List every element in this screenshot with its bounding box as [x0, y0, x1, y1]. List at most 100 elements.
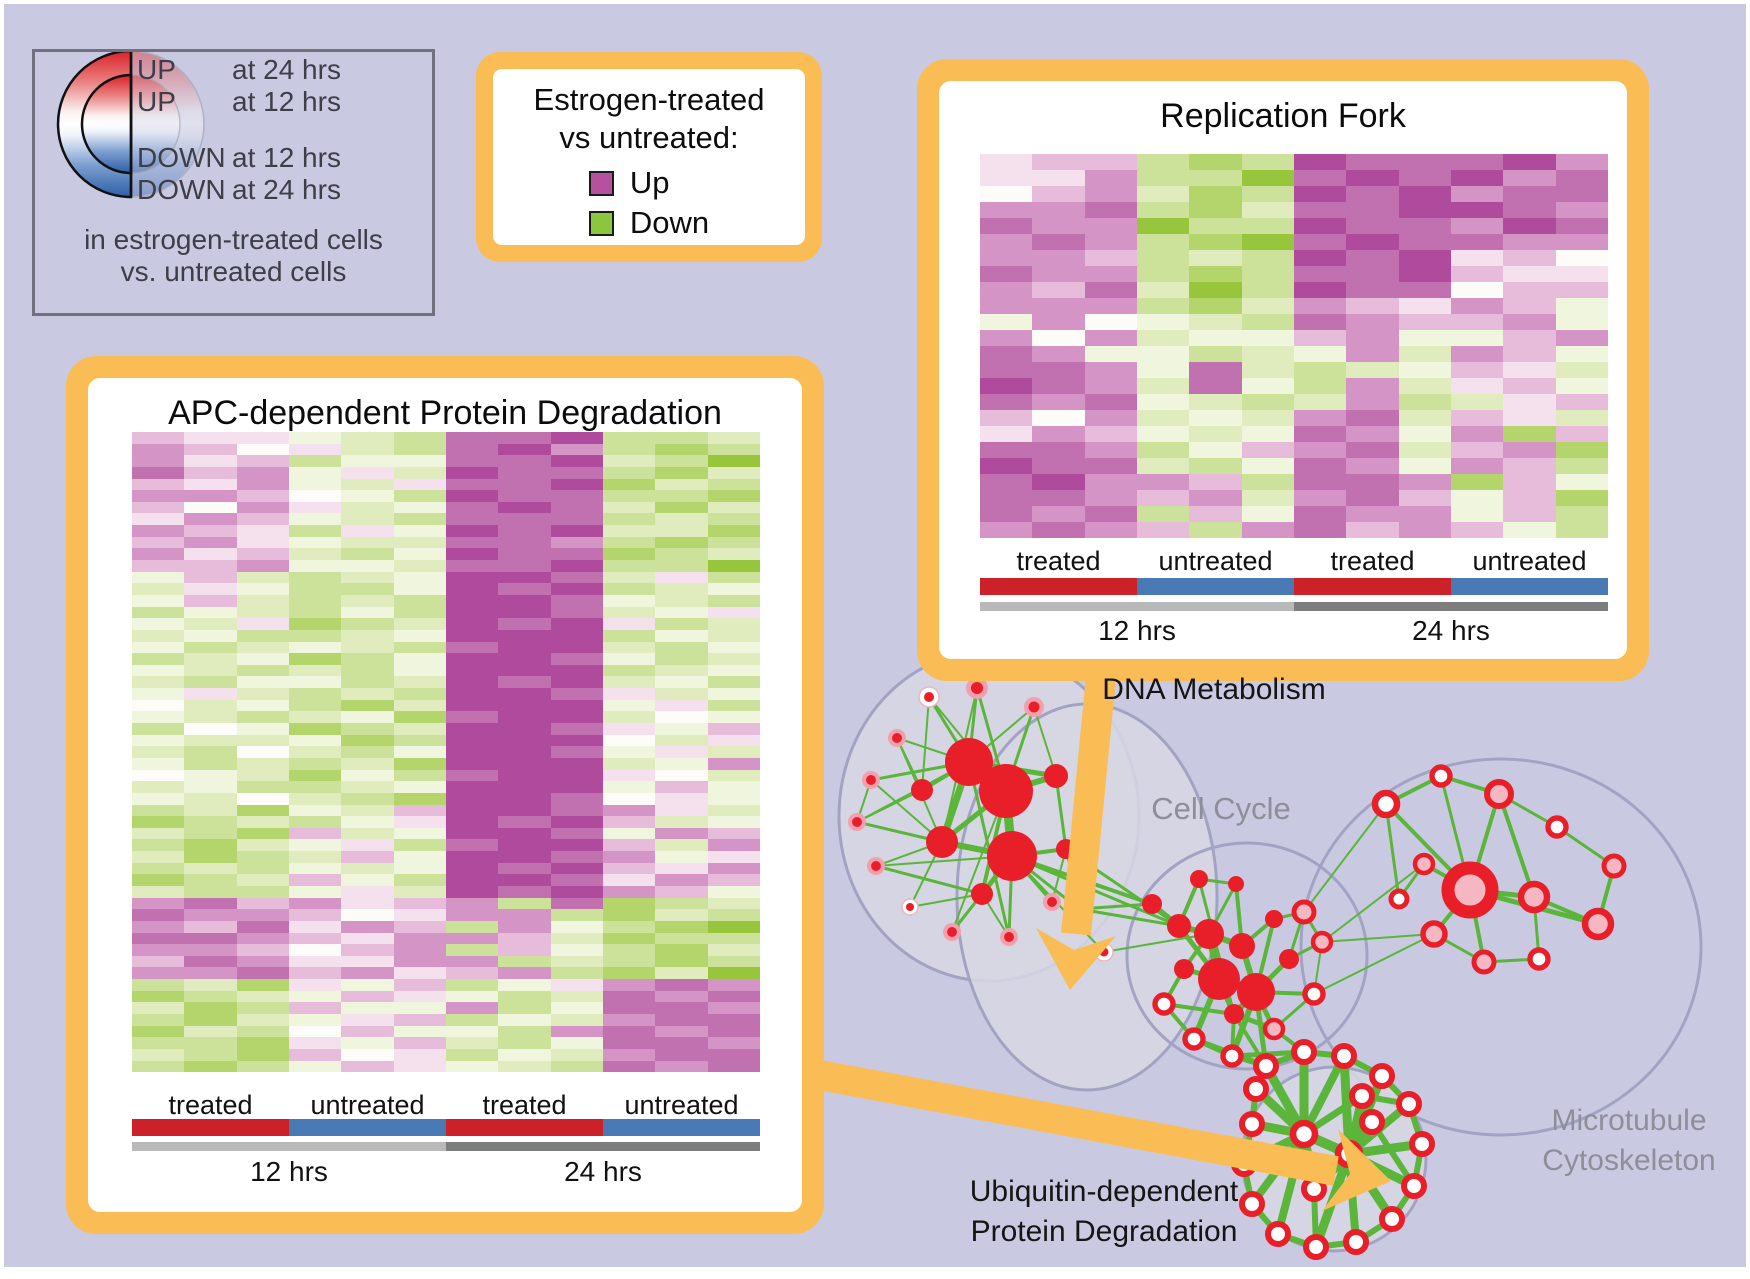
heatmap-cell — [393, 1002, 446, 1015]
heatmap-cell — [445, 851, 499, 863]
heatmap-cell — [236, 757, 289, 770]
heatmap-cell — [341, 944, 394, 956]
heatmap-cell — [445, 466, 499, 479]
heatmap-cell — [132, 653, 185, 665]
network-node-c4[interactable] — [1229, 933, 1255, 959]
network-node-m9[interactable] — [1412, 852, 1436, 876]
network-node-m7[interactable] — [1517, 880, 1551, 914]
network-node-n9[interactable] — [943, 923, 961, 941]
network-node-u4[interactable] — [1369, 1063, 1395, 1089]
network-node-u1[interactable] — [1253, 1053, 1279, 1079]
heatmap-row — [132, 769, 760, 782]
network-node-u9[interactable] — [1343, 1229, 1369, 1255]
network-node-m12[interactable] — [1527, 947, 1551, 971]
network-node-u2[interactable] — [1291, 1039, 1317, 1065]
heatmap-row — [132, 594, 760, 607]
network-node-u15[interactable] — [1243, 1076, 1269, 1102]
network-node-m11[interactable] — [1471, 949, 1497, 975]
network-node-n13[interactable] — [945, 738, 993, 786]
network-node-m13[interactable] — [1388, 888, 1410, 910]
heatmap-cell — [498, 711, 551, 724]
heatmap-cell — [393, 885, 446, 898]
network-node-u10[interactable] — [1303, 1234, 1329, 1260]
network-node-m10[interactable] — [1420, 920, 1448, 948]
heatmap-cell — [1398, 474, 1451, 490]
replication-fork-panel-inner: Replication Fork treated untreated treated… — [939, 81, 1627, 659]
network-node-u6[interactable] — [1409, 1131, 1435, 1157]
network-node-u5[interactable] — [1396, 1091, 1422, 1117]
network-node-m3[interactable] — [1484, 779, 1514, 809]
network-node-n10[interactable] — [1000, 928, 1018, 946]
network-node-c1[interactable] — [1142, 894, 1162, 914]
network-node-n14[interactable] — [979, 764, 1033, 818]
network-node-c12[interactable] — [1152, 992, 1176, 1016]
network-node-u7[interactable] — [1401, 1173, 1427, 1199]
network-node-c13[interactable] — [1224, 1004, 1244, 1024]
network-node-c19[interactable] — [1220, 1044, 1244, 1068]
heatmap-cell — [445, 629, 499, 642]
network-node-u21[interactable] — [1349, 1083, 1375, 1109]
network-node-u8[interactable] — [1379, 1206, 1405, 1232]
network-node-c16[interactable] — [1190, 870, 1208, 888]
network-node-u14[interactable] — [1239, 1111, 1265, 1137]
network-node-m2[interactable] — [1429, 764, 1453, 788]
network-node-c18[interactable] — [1182, 1027, 1206, 1051]
network-node-n17[interactable] — [911, 779, 933, 801]
network-node-c8[interactable] — [1291, 899, 1317, 925]
heatmap-cell — [132, 490, 185, 502]
heatmap-cell — [550, 501, 603, 514]
network-node-c6[interactable] — [1237, 973, 1275, 1011]
heatmap-cell — [1136, 170, 1190, 186]
network-node-m8[interactable] — [1581, 907, 1615, 941]
network-node-n6[interactable] — [848, 813, 866, 831]
heatmap-cell — [445, 443, 499, 456]
network-node-n15[interactable] — [987, 831, 1037, 881]
network-node-n5[interactable] — [862, 771, 880, 789]
network-node-n2[interactable] — [966, 677, 988, 699]
heatmap-cell — [1189, 330, 1242, 346]
heatmap-cell — [1084, 314, 1137, 330]
network-node-c3[interactable] — [1194, 919, 1224, 949]
heatmap-cell — [1293, 378, 1347, 394]
network-node-n8[interactable] — [901, 898, 919, 916]
heatmap-cell — [1450, 474, 1504, 490]
network-node-m1[interactable] — [1371, 789, 1401, 819]
network-node-n16[interactable] — [926, 826, 958, 858]
network-node-n4[interactable] — [888, 729, 906, 747]
network-node-n19[interactable] — [971, 883, 993, 905]
network-node-n3[interactable] — [1024, 697, 1044, 717]
heatmap-cell — [288, 944, 342, 956]
network-node-n18[interactable] — [1044, 764, 1068, 788]
network-node-n7[interactable] — [867, 857, 885, 875]
network-node-m5[interactable] — [1601, 853, 1627, 879]
network-node-c5[interactable] — [1198, 958, 1240, 1000]
heatmap-cell — [341, 629, 394, 642]
network-node-n1[interactable] — [918, 686, 940, 708]
network-node-c11[interactable] — [1174, 959, 1194, 979]
network-node-m6[interactable] — [1441, 861, 1499, 919]
heatmap-cell — [655, 746, 708, 758]
network-node-u3[interactable] — [1331, 1043, 1357, 1069]
heatmap-cell — [655, 769, 708, 782]
network-node-u11[interactable] — [1265, 1221, 1291, 1247]
heatmap-cell — [1346, 506, 1399, 522]
heatmap-row — [132, 862, 760, 875]
heatmap-cell — [980, 458, 1033, 474]
heatmap-cell — [236, 606, 289, 619]
heatmap-cell — [288, 1014, 342, 1026]
network-node-c17[interactable] — [1228, 876, 1244, 892]
network-node-c14[interactable] — [1262, 1017, 1286, 1041]
network-node-u19[interactable] — [1359, 1109, 1385, 1135]
network-node-u17[interactable] — [1289, 1119, 1319, 1149]
network-node-c7[interactable] — [1279, 949, 1299, 969]
network-node-n11[interactable] — [1043, 893, 1061, 911]
heatmap-row — [132, 920, 760, 933]
network-node-m4[interactable] — [1545, 815, 1569, 839]
network-node-u12[interactable] — [1239, 1191, 1265, 1217]
heatmap-row — [132, 827, 760, 840]
network-node-c9[interactable] — [1310, 930, 1334, 954]
network-node-c10[interactable] — [1265, 910, 1283, 928]
heatmap-row — [132, 1002, 760, 1015]
network-node-c15[interactable] — [1302, 982, 1326, 1006]
network-node-c2[interactable] — [1167, 914, 1191, 938]
